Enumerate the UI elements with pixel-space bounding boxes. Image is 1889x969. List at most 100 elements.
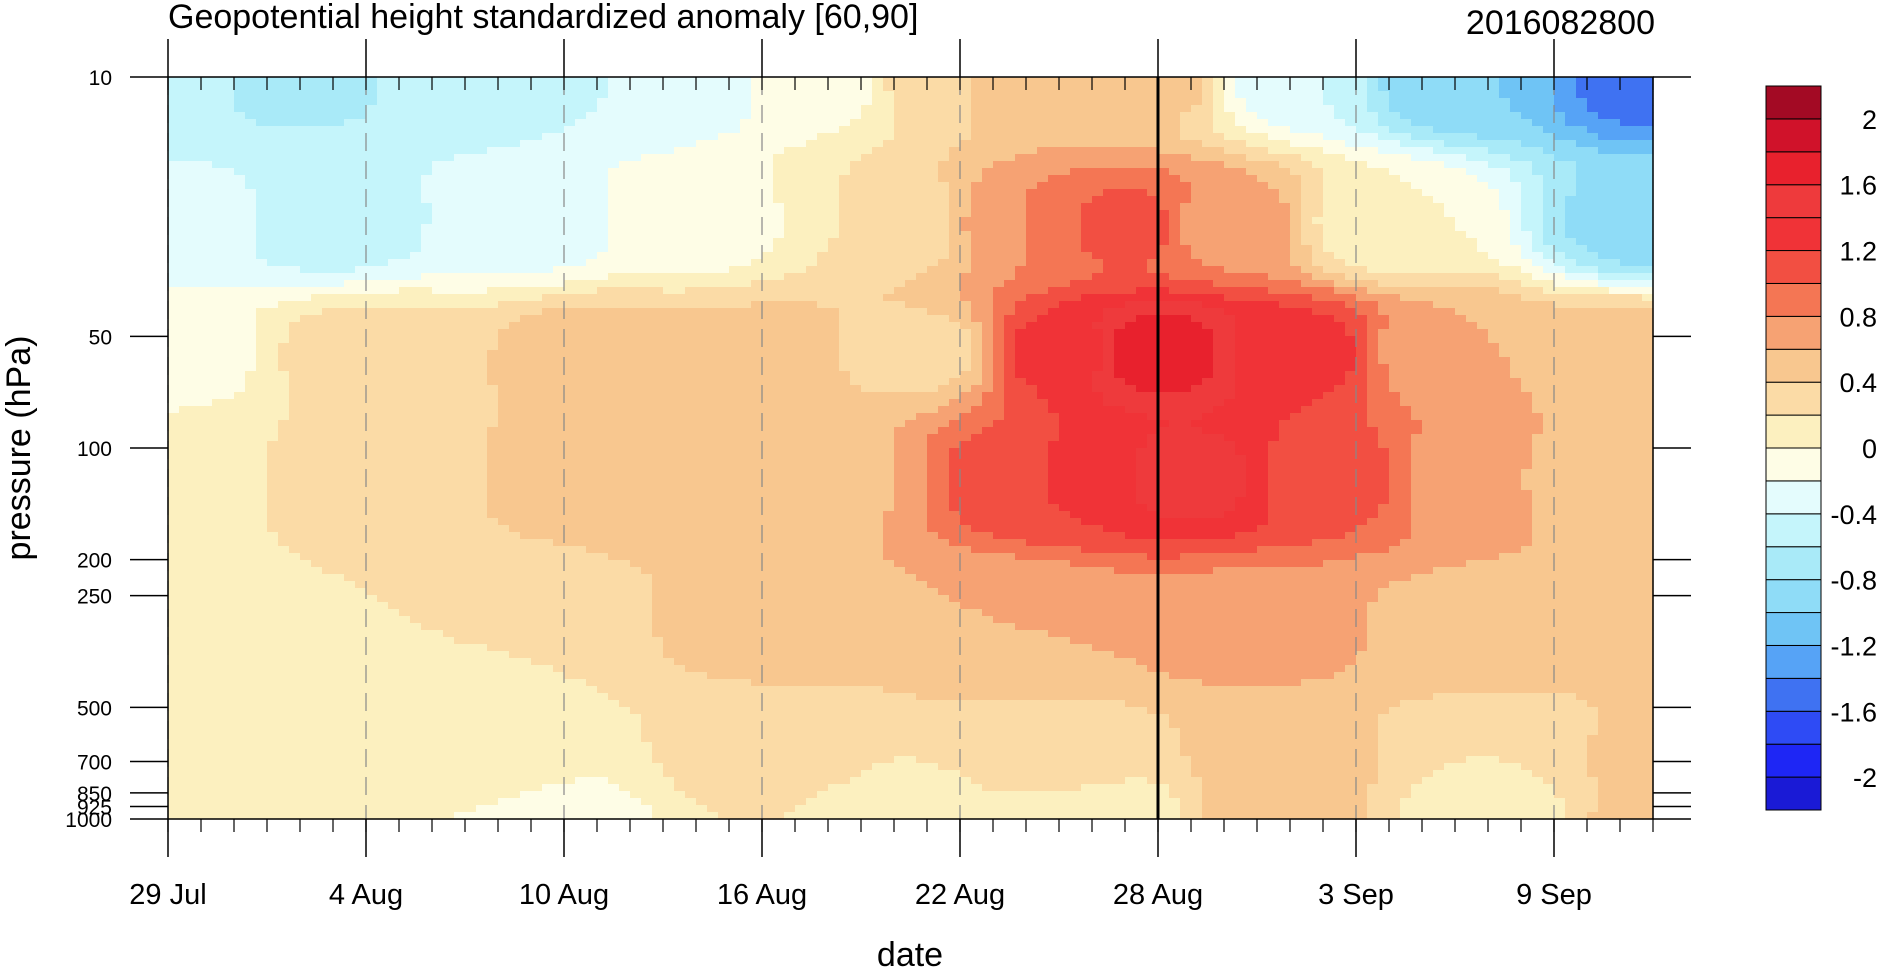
field-cell bbox=[784, 189, 796, 197]
field-cell bbox=[256, 294, 268, 302]
field-cell bbox=[1136, 182, 1148, 190]
field-cell bbox=[872, 238, 884, 246]
field-cell bbox=[740, 147, 752, 155]
field-cell bbox=[1510, 231, 1522, 239]
field-cell bbox=[1367, 105, 1379, 113]
field-cell bbox=[1411, 294, 1423, 302]
field-cell bbox=[575, 175, 587, 183]
field-cell bbox=[1444, 168, 1456, 176]
field-cell bbox=[1389, 259, 1401, 267]
field-cell bbox=[1136, 133, 1148, 141]
field-cell bbox=[322, 266, 334, 274]
field-cell bbox=[1345, 329, 1357, 337]
field-cell bbox=[212, 196, 224, 204]
field-cell bbox=[509, 217, 521, 225]
field-cell bbox=[850, 301, 862, 309]
field-cell bbox=[333, 259, 345, 267]
field-cell bbox=[542, 217, 554, 225]
field-cell bbox=[432, 301, 444, 309]
field-cell bbox=[1257, 105, 1269, 113]
field-cell bbox=[201, 287, 213, 295]
field-cell bbox=[553, 252, 565, 260]
field-cell bbox=[839, 168, 851, 176]
field-cell bbox=[223, 140, 235, 148]
field-cell bbox=[993, 133, 1005, 141]
field-cell bbox=[1499, 168, 1511, 176]
field-cell bbox=[1037, 238, 1049, 246]
field-cell bbox=[1136, 252, 1148, 260]
field-cell bbox=[1466, 315, 1478, 323]
field-cell bbox=[1180, 105, 1192, 113]
field-cell bbox=[916, 161, 928, 169]
field-cell bbox=[168, 266, 180, 274]
field-cell bbox=[190, 287, 202, 295]
field-cell bbox=[1268, 112, 1280, 120]
field-cell bbox=[1345, 189, 1357, 197]
field-cell bbox=[916, 217, 928, 225]
field-cell bbox=[1532, 168, 1544, 176]
field-cell bbox=[960, 189, 972, 197]
field-cell bbox=[564, 154, 576, 162]
field-cell bbox=[388, 231, 400, 239]
field-cell bbox=[377, 217, 389, 225]
field-cell bbox=[1180, 308, 1192, 316]
field-cell bbox=[1059, 203, 1071, 211]
field-cell bbox=[531, 119, 543, 127]
field-cell bbox=[278, 273, 290, 281]
field-cell bbox=[1048, 105, 1060, 113]
field-cell bbox=[344, 287, 356, 295]
field-cell bbox=[300, 245, 312, 253]
field-cell bbox=[707, 238, 719, 246]
field-cell bbox=[784, 315, 796, 323]
field-cell bbox=[1598, 84, 1610, 92]
field-cell bbox=[267, 119, 279, 127]
field-cell bbox=[1070, 189, 1082, 197]
field-cell bbox=[1411, 119, 1423, 127]
field-cell bbox=[1499, 133, 1511, 141]
field-cell bbox=[575, 161, 587, 169]
field-cell bbox=[1334, 126, 1346, 134]
field-cell bbox=[1004, 77, 1016, 85]
field-cell bbox=[1576, 273, 1588, 281]
field-cell bbox=[1169, 322, 1181, 330]
field-cell bbox=[201, 161, 213, 169]
field-cell bbox=[905, 217, 917, 225]
field-cell bbox=[1554, 252, 1566, 260]
field-cell bbox=[1587, 280, 1599, 288]
field-cell bbox=[795, 273, 807, 281]
field-cell bbox=[1554, 84, 1566, 92]
field-cell bbox=[1521, 161, 1533, 169]
field-cell bbox=[916, 252, 928, 260]
field-cell bbox=[487, 147, 499, 155]
field-cell bbox=[344, 294, 356, 302]
field-cell bbox=[641, 126, 653, 134]
field-cell bbox=[190, 105, 202, 113]
field-cell bbox=[718, 308, 730, 316]
field-cell bbox=[1477, 126, 1489, 134]
field-cell bbox=[377, 77, 389, 85]
field-cell bbox=[597, 287, 609, 295]
field-cell bbox=[960, 322, 972, 330]
field-cell bbox=[1312, 273, 1324, 281]
field-cell bbox=[1510, 294, 1522, 302]
field-cell bbox=[311, 294, 323, 302]
field-cell bbox=[883, 182, 895, 190]
field-cell bbox=[1092, 112, 1104, 120]
field-cell bbox=[322, 133, 334, 141]
field-cell bbox=[1158, 175, 1170, 183]
field-cell bbox=[1422, 245, 1434, 253]
field-cell bbox=[1268, 301, 1280, 309]
field-cell bbox=[1224, 112, 1236, 120]
field-cell bbox=[1059, 224, 1071, 232]
field-cell bbox=[399, 203, 411, 211]
field-cell bbox=[1169, 259, 1181, 267]
field-cell bbox=[443, 140, 455, 148]
field-cell bbox=[212, 266, 224, 274]
field-cell bbox=[762, 294, 774, 302]
field-cell bbox=[542, 140, 554, 148]
field-cell bbox=[421, 161, 433, 169]
field-cell bbox=[1246, 329, 1258, 337]
field-cell bbox=[1631, 329, 1643, 337]
field-cell bbox=[1444, 140, 1456, 148]
field-cell bbox=[1444, 105, 1456, 113]
